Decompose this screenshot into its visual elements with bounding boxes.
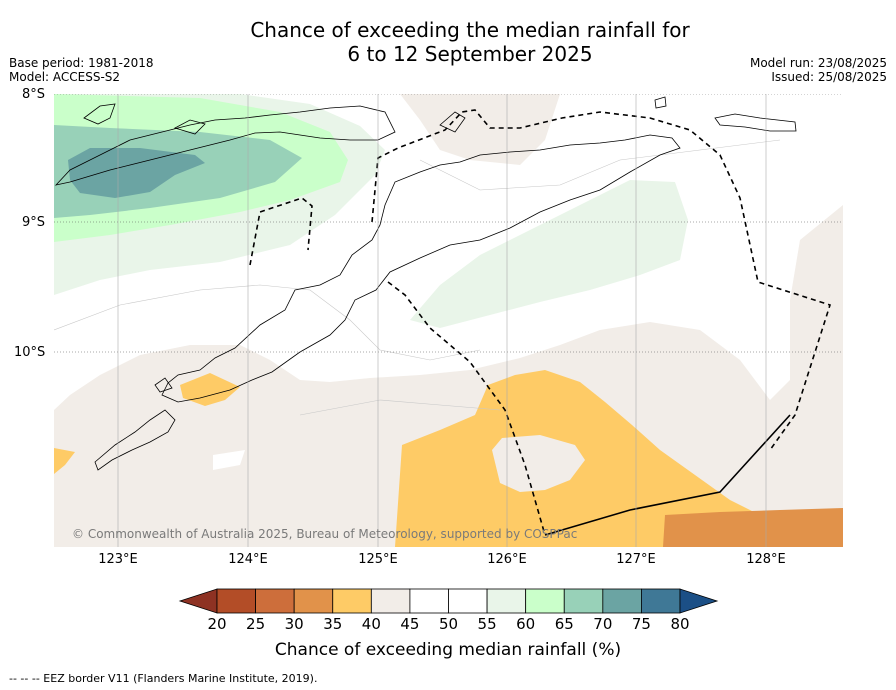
lon-label-123e: 123°E bbox=[98, 552, 138, 567]
lon-label-128e: 128°E bbox=[746, 552, 786, 567]
model-run: Model run: 23/08/2025 bbox=[749, 56, 887, 70]
colorbar-tick-label: 30 bbox=[284, 615, 304, 633]
colorbar-segment bbox=[448, 588, 488, 614]
colorbar-segment bbox=[255, 588, 295, 614]
colorbar-tick-label: 60 bbox=[516, 615, 536, 633]
colorbar-tick-label: 55 bbox=[477, 615, 497, 633]
meridians bbox=[117, 94, 767, 547]
lightgreen-region-central bbox=[410, 180, 688, 328]
white-patch-south bbox=[213, 450, 245, 470]
colorbar-segment bbox=[216, 588, 256, 614]
yellow-region-west bbox=[54, 448, 75, 474]
colorbar-segment bbox=[370, 588, 411, 614]
eez-footnote: -- -- -- EEZ border V11 (Flanders Marine… bbox=[9, 672, 318, 685]
orange-region-southeast bbox=[663, 508, 843, 547]
colorbar-tick-label: 25 bbox=[246, 615, 266, 633]
colorbar-tick-label: 35 bbox=[323, 615, 343, 633]
colorbar-segment bbox=[486, 588, 527, 614]
colorbar-tick-label: 40 bbox=[361, 615, 381, 633]
colorbar-tick-label: 75 bbox=[631, 615, 651, 633]
lat-label-9s: 9°S bbox=[22, 215, 46, 230]
lat-label-8s: 8°S bbox=[22, 87, 46, 102]
colorbar-label: Chance of exceeding median rainfall (%) bbox=[274, 640, 622, 660]
lon-label-127e: 127°E bbox=[616, 552, 656, 567]
colorbar-tick-label: 45 bbox=[400, 615, 420, 633]
colorbar bbox=[178, 588, 719, 614]
title-line-2: 6 to 12 September 2025 bbox=[347, 42, 593, 66]
colorbar-segment bbox=[563, 588, 604, 614]
colorbar-tick-label: 70 bbox=[593, 615, 613, 633]
colorbar-tick-label: 20 bbox=[207, 615, 227, 633]
colorbar-segment bbox=[641, 588, 681, 614]
coastlines bbox=[54, 96, 797, 471]
title-line-1: Chance of exceeding the median rainfall … bbox=[250, 18, 690, 42]
colorbar-tick-label: 50 bbox=[438, 615, 459, 633]
colorbar-segment bbox=[332, 588, 372, 614]
timor-sea-map bbox=[54, 94, 843, 547]
base-period: Base period: 1981-2018 bbox=[9, 56, 154, 70]
lon-label-126e: 126°E bbox=[487, 552, 527, 567]
lat-label-10s: 10°S bbox=[14, 345, 46, 360]
teal-region-70 bbox=[68, 148, 205, 198]
eez-border bbox=[249, 109, 832, 536]
meta-left: Base period: 1981-2018 Model: ACCESS-S2 bbox=[9, 56, 154, 84]
colorbar-under-arrow bbox=[178, 588, 218, 614]
lon-label-124e: 124°E bbox=[228, 552, 268, 567]
model-name: Model: ACCESS-S2 bbox=[9, 70, 121, 84]
issued-date: Issued: 25/08/2025 bbox=[771, 70, 887, 84]
colorbar-over-arrow bbox=[679, 588, 719, 614]
beige-region-north bbox=[400, 94, 560, 165]
lon-label-125e: 125°E bbox=[358, 552, 398, 567]
copyright-notice: © Commonwealth of Australia 2025, Bureau… bbox=[72, 527, 578, 541]
colorbar-tick-label: 65 bbox=[554, 615, 574, 633]
contour-lines bbox=[54, 139, 781, 416]
yellow-region-timor bbox=[180, 373, 240, 406]
gridlines bbox=[54, 94, 843, 353]
eez-solid-border bbox=[544, 414, 791, 536]
colorbar-segment bbox=[409, 588, 449, 614]
meta-right: Model run: 23/08/2025 Issued: 25/08/2025 bbox=[750, 56, 887, 84]
colorbar-segment bbox=[293, 588, 334, 614]
colorbar-tick-label: 80 bbox=[670, 615, 690, 633]
chart-title: Chance of exceeding the median rainfall … bbox=[200, 18, 740, 66]
colorbar-segment bbox=[602, 588, 642, 614]
colorbar-segment bbox=[525, 588, 565, 614]
